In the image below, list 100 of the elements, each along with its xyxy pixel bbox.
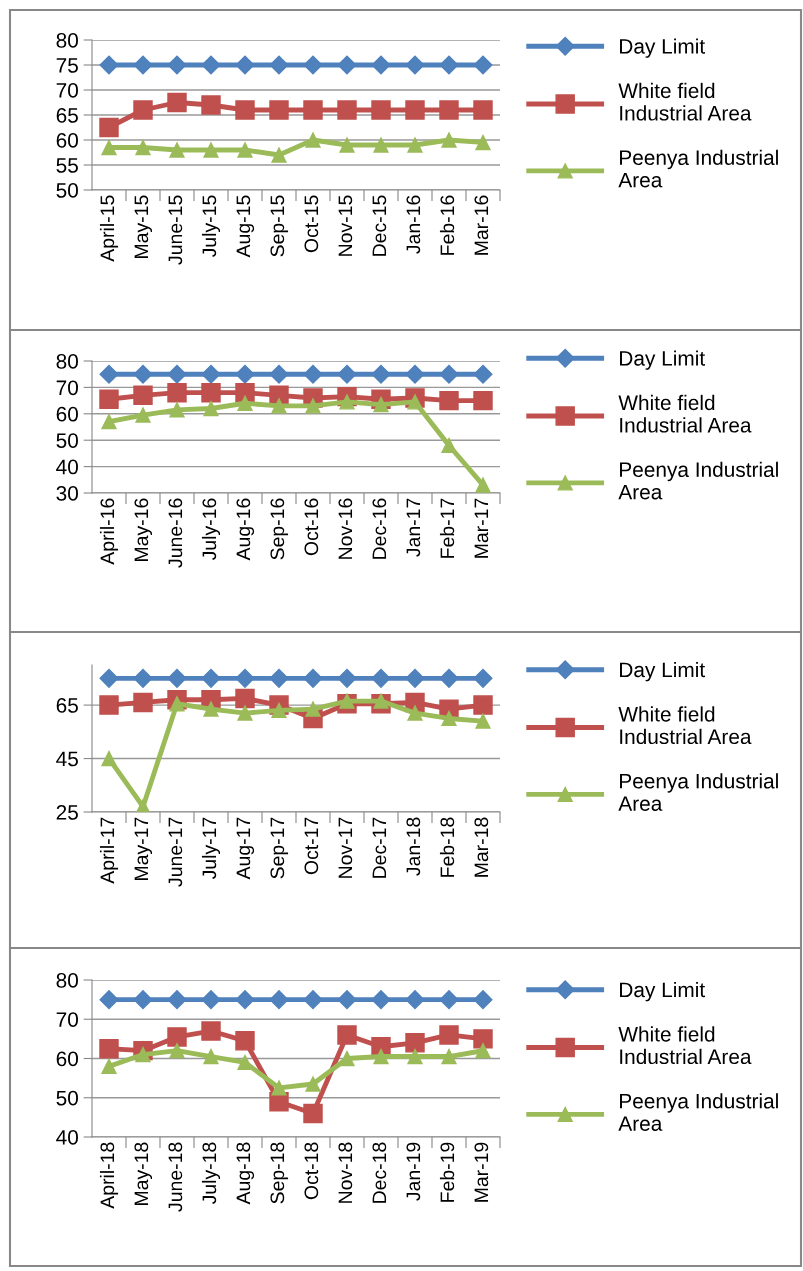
point bbox=[135, 1046, 151, 1063]
point bbox=[405, 990, 425, 1010]
point bbox=[305, 1076, 321, 1092]
x-tick-label: Nov-16 bbox=[338, 498, 353, 559]
legend-label: Day Limit bbox=[620, 981, 705, 1002]
point bbox=[405, 1033, 425, 1053]
point bbox=[201, 55, 221, 75]
x-tick-label: Mar-17 bbox=[474, 498, 489, 558]
point bbox=[337, 100, 357, 120]
point bbox=[441, 1048, 457, 1065]
point bbox=[237, 395, 253, 411]
point bbox=[303, 364, 323, 384]
point bbox=[405, 55, 425, 75]
point bbox=[169, 1043, 185, 1059]
point bbox=[337, 55, 357, 75]
x-tick-label: Dec-18 bbox=[372, 1142, 387, 1203]
point bbox=[99, 117, 119, 138]
point bbox=[133, 668, 153, 688]
point bbox=[167, 92, 187, 113]
x-tick-label: Sep-16 bbox=[270, 498, 289, 560]
point bbox=[371, 364, 391, 384]
point bbox=[473, 100, 493, 120]
y-tick-label: 80 bbox=[56, 354, 78, 369]
y-tick-label: 70 bbox=[56, 1012, 78, 1027]
point bbox=[269, 100, 289, 120]
legend-label: Peenya Industrial Area bbox=[618, 1093, 778, 1131]
point bbox=[407, 137, 423, 153]
point bbox=[135, 139, 151, 156]
x-tick-label: June-17 bbox=[168, 817, 183, 887]
legend-label: Day Limit bbox=[620, 38, 705, 58]
y-tick-label: 70 bbox=[56, 83, 78, 98]
point bbox=[337, 364, 357, 384]
x-tick-label: May-17 bbox=[134, 817, 153, 880]
point bbox=[337, 668, 357, 688]
point bbox=[99, 55, 119, 75]
point bbox=[101, 750, 117, 767]
x-tick-label: July-18 bbox=[201, 1142, 221, 1205]
point bbox=[133, 692, 153, 713]
point bbox=[373, 1048, 389, 1065]
point bbox=[201, 382, 221, 403]
point bbox=[473, 1029, 493, 1049]
point bbox=[203, 1048, 219, 1065]
y-tick-label: 70 bbox=[56, 380, 78, 396]
x-tick-label: Dec-15 bbox=[372, 195, 387, 256]
point bbox=[167, 55, 187, 75]
x-tick-label: Aug-18 bbox=[236, 1142, 255, 1205]
x-tick-label: Feb-17 bbox=[439, 498, 455, 558]
point bbox=[441, 437, 457, 454]
point bbox=[167, 990, 187, 1010]
point bbox=[473, 695, 493, 715]
point bbox=[269, 990, 289, 1010]
point bbox=[303, 990, 323, 1010]
point bbox=[405, 668, 425, 688]
legend-label: Peenya Industrial Area bbox=[618, 149, 778, 188]
point bbox=[271, 398, 287, 414]
point bbox=[237, 142, 253, 158]
x-tick-label: Feb-19 bbox=[439, 1142, 455, 1202]
legend-label: White field Industrial Area bbox=[618, 706, 752, 745]
point bbox=[269, 55, 289, 75]
x-tick-label: April-18 bbox=[99, 1142, 119, 1209]
y-tick-label: 60 bbox=[56, 1051, 78, 1067]
x-tick-label: Jan-19 bbox=[406, 1142, 421, 1201]
point bbox=[339, 1050, 355, 1067]
point bbox=[305, 701, 321, 717]
y-tick-label: 25 bbox=[56, 805, 78, 820]
point bbox=[201, 990, 221, 1010]
point bbox=[271, 702, 287, 719]
y-tick-label: 30 bbox=[56, 486, 78, 501]
x-tick-label: Mar-16 bbox=[474, 195, 489, 255]
x-tick-label: Jan-17 bbox=[406, 498, 421, 557]
point bbox=[99, 990, 119, 1010]
point bbox=[133, 385, 153, 406]
y-tick-label: 50 bbox=[56, 433, 78, 448]
point bbox=[269, 668, 289, 688]
point bbox=[133, 100, 153, 120]
point bbox=[235, 364, 255, 384]
legend-label: Day Limit bbox=[620, 661, 705, 682]
x-tick-label: July-15 bbox=[201, 195, 221, 258]
point bbox=[235, 688, 255, 709]
point bbox=[237, 1054, 253, 1071]
point bbox=[101, 1058, 117, 1074]
point bbox=[133, 364, 153, 384]
point bbox=[203, 142, 219, 158]
point bbox=[439, 1025, 459, 1045]
x-tick-label: Oct-17 bbox=[304, 817, 319, 875]
legend-label: White field Industrial Area bbox=[618, 394, 752, 433]
point bbox=[235, 1031, 255, 1051]
point bbox=[99, 695, 119, 715]
point bbox=[169, 402, 185, 418]
x-tick-label: Aug-16 bbox=[236, 498, 255, 561]
point bbox=[373, 137, 389, 153]
point bbox=[439, 55, 459, 75]
y-tick-label: 75 bbox=[56, 58, 78, 73]
point bbox=[339, 137, 355, 153]
y-tick-label: 60 bbox=[56, 133, 78, 148]
y-tick-label: 65 bbox=[56, 698, 78, 713]
x-tick-label: Aug-17 bbox=[236, 817, 255, 880]
point bbox=[269, 364, 289, 384]
point bbox=[339, 693, 355, 709]
x-tick-label: June-15 bbox=[168, 195, 183, 265]
